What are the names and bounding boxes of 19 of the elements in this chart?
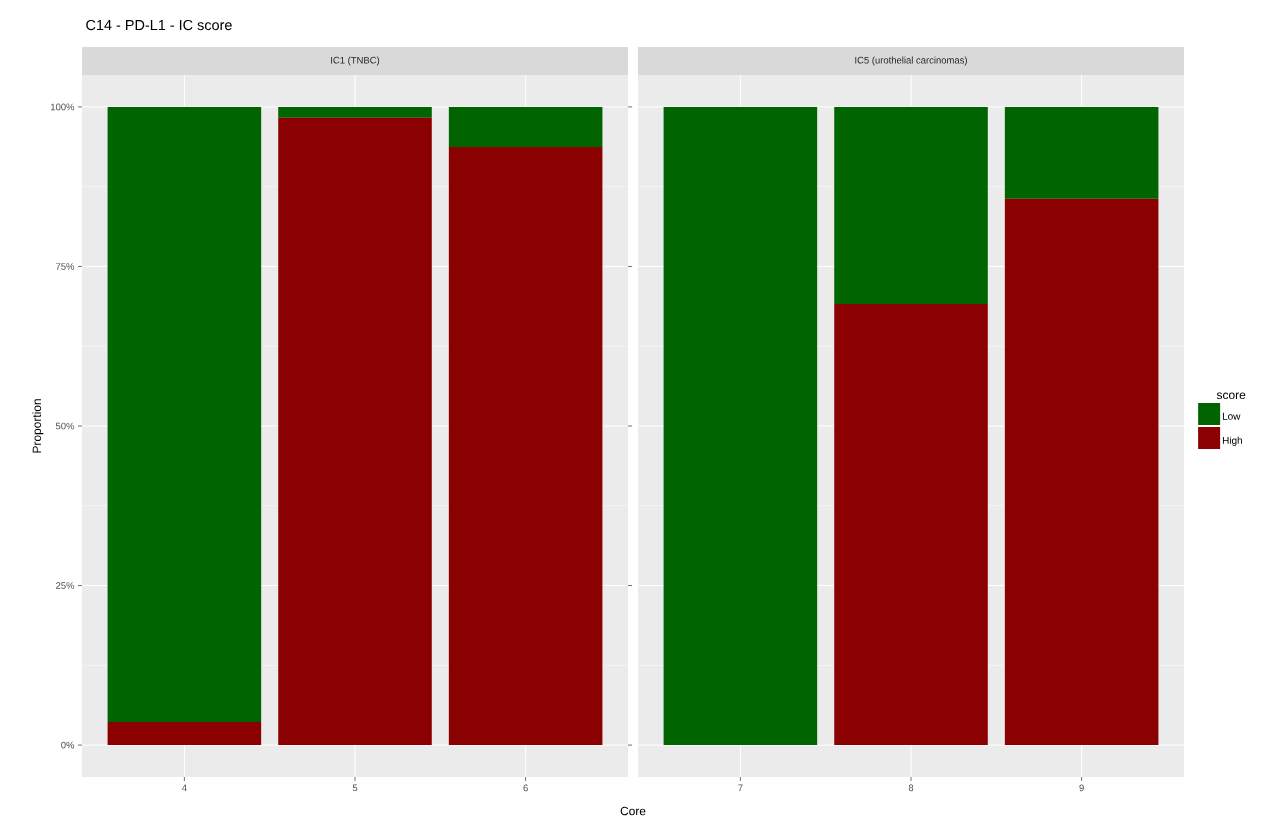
- chart-title: C14 - PD-L1 - IC score: [86, 19, 232, 31]
- chart-subtitle: IC1 (TNBC): [331, 56, 380, 66]
- x-tick-label: 7: [738, 784, 743, 792]
- x-tick-label: 9: [1079, 784, 1084, 792]
- x-tick-label: 4: [181, 784, 187, 792]
- y-tick-label: 100%: [50, 103, 75, 111]
- x-tick-label: 6: [523, 784, 528, 792]
- x-axis-title: Core: [620, 806, 646, 816]
- x-tick-label: 5: [352, 784, 358, 792]
- chart-subtitle: IC5 (urothelial carcinomas): [855, 56, 967, 66]
- legend-label: Low: [1222, 412, 1241, 420]
- legend-title: score: [1216, 392, 1246, 400]
- y-tick-label: 0%: [61, 741, 75, 749]
- y-axis-title: Proportion: [32, 399, 44, 453]
- legend-label: High: [1222, 436, 1242, 446]
- y-tick-label: 25%: [56, 582, 75, 589]
- y-tick-label: 50%: [55, 422, 75, 430]
- y-tick-label: 75%: [56, 263, 75, 270]
- x-tick-label: 8: [908, 784, 914, 792]
